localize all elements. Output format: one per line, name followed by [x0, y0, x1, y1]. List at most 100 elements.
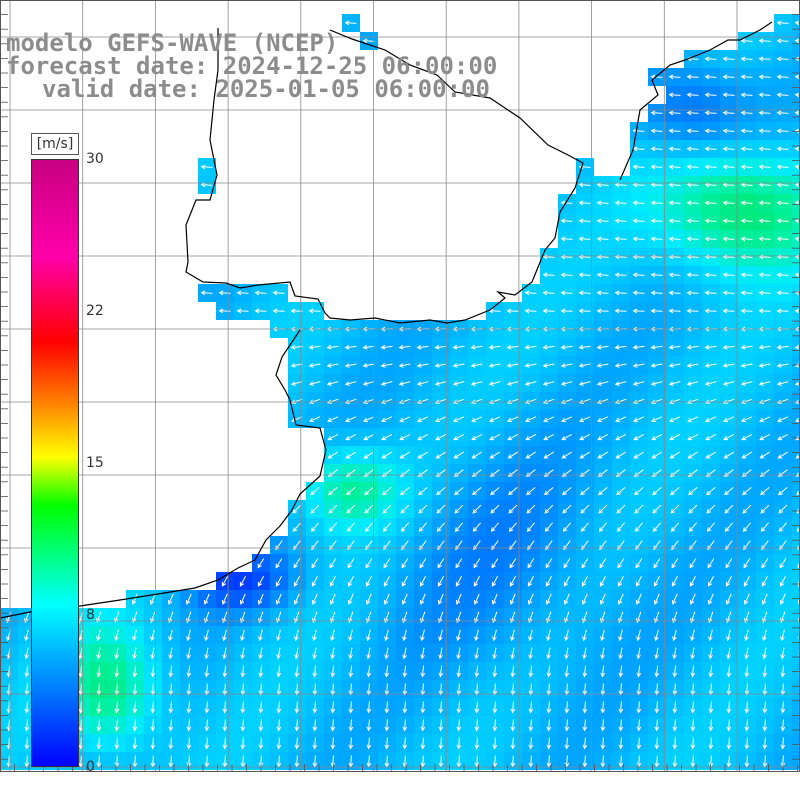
wind-arrow	[654, 665, 660, 678]
wind-arrow	[474, 701, 480, 714]
wind-arrow	[527, 575, 535, 587]
wind-arrow	[525, 451, 536, 459]
wind-arrow	[560, 344, 573, 350]
wind-arrow	[330, 737, 336, 750]
wind-arrow	[276, 647, 281, 660]
wind-arrow	[614, 200, 627, 206]
wind-arrow	[438, 701, 444, 714]
wind-arrow	[438, 629, 443, 642]
wind-arrow	[401, 575, 409, 587]
wind-arrow	[542, 290, 555, 296]
wind-cell	[792, 482, 800, 500]
wind-arrow	[150, 755, 156, 768]
wind-arrow	[654, 611, 660, 624]
wind-arrow	[437, 575, 445, 587]
wind-arrow	[708, 683, 714, 696]
wind-arrow	[416, 381, 429, 386]
wind-arrow	[779, 558, 787, 569]
wind-arrow	[114, 719, 120, 732]
wind-arrow	[636, 719, 642, 732]
wind-arrow	[688, 487, 698, 496]
wind-arrow	[636, 629, 641, 642]
wind-arrow	[218, 308, 231, 314]
wind-arrow	[596, 363, 609, 368]
wind-arrow	[150, 719, 156, 732]
wind-arrow	[758, 146, 771, 152]
wind-arrow	[78, 665, 84, 678]
wind-arrow	[275, 575, 283, 587]
wind-arrow	[780, 611, 786, 624]
wind-arrow	[651, 416, 663, 423]
wind-arrow	[616, 487, 626, 496]
wind-arrow	[722, 56, 735, 62]
wind-arrow	[380, 363, 393, 368]
wind-arrow	[758, 344, 771, 350]
wind-arrow	[546, 737, 552, 750]
wind-arrow	[708, 701, 714, 714]
wind-arrow	[24, 665, 30, 678]
wind-arrow	[437, 593, 444, 605]
wind-arrow	[510, 683, 516, 696]
wind-arrow	[726, 737, 732, 750]
wind-arrow	[96, 665, 102, 678]
wind-arrow	[776, 38, 789, 44]
wind-cell	[792, 518, 800, 536]
wind-arrow	[96, 701, 102, 714]
wind-arrow	[668, 272, 681, 278]
wind-arrow	[690, 719, 696, 732]
wind-arrow	[24, 647, 29, 660]
wind-arrow	[455, 575, 463, 587]
wind-arrow	[704, 308, 717, 314]
colorbar-tick-8: 8	[86, 607, 95, 623]
wind-arrow	[614, 218, 627, 224]
wind-arrow	[380, 344, 393, 350]
wind-arrow	[492, 665, 498, 678]
wind-arrow	[668, 381, 681, 386]
wind-arrow	[668, 290, 681, 296]
wind-arrow	[96, 629, 101, 642]
wind-arrow	[762, 683, 768, 696]
wind-arrow	[542, 272, 555, 278]
wind-arrow	[654, 629, 659, 642]
wind-arrow	[312, 737, 318, 750]
wind-arrow	[686, 218, 699, 224]
wind-arrow	[546, 719, 552, 732]
wind-arrow	[438, 755, 444, 768]
wind-arrow	[200, 290, 213, 296]
wind-arrow	[472, 504, 482, 514]
wind-arrow	[346, 504, 356, 514]
wind-arrow	[618, 665, 624, 678]
wind-arrow	[489, 416, 501, 423]
wind-arrow	[402, 719, 408, 732]
wind-arrow	[705, 416, 717, 423]
wind-arrow	[744, 629, 749, 642]
wind-arrow	[794, 128, 800, 134]
wind-arrow	[524, 363, 537, 368]
wind-arrow	[686, 92, 699, 98]
wind-cell	[792, 590, 800, 608]
wind-arrow	[740, 344, 753, 350]
wind-cell	[792, 716, 800, 734]
wind-arrow	[690, 647, 695, 660]
wind-arrow	[308, 363, 321, 368]
wind-arrow	[436, 504, 446, 514]
wind-arrow	[546, 755, 552, 768]
wind-arrow	[257, 593, 264, 605]
wind-arrow	[293, 575, 301, 587]
wind-arrow	[472, 487, 482, 496]
wind-arrow	[596, 344, 609, 350]
wind-arrow	[686, 182, 699, 188]
wind-arrow	[578, 182, 591, 188]
wind-arrow	[330, 701, 336, 714]
wind-arrow	[456, 737, 462, 750]
wind-arrow	[222, 719, 228, 732]
wind-arrow	[344, 363, 357, 368]
wind-arrow	[327, 451, 338, 459]
wind-arrow	[345, 433, 357, 441]
wind-arrow	[200, 182, 213, 188]
wind-arrow	[725, 558, 733, 569]
wind-arrow	[276, 701, 282, 714]
wind-arrow	[672, 719, 678, 732]
wind-arrow	[546, 647, 551, 660]
wind-arrow	[578, 381, 591, 386]
